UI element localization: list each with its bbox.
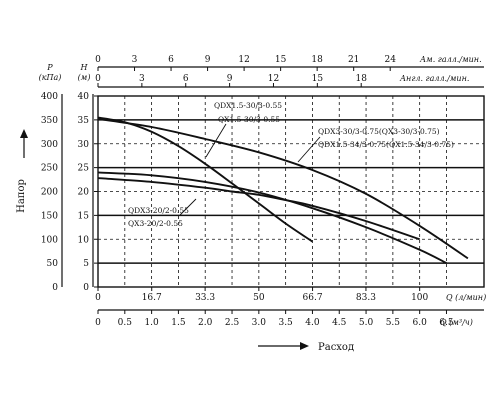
x-tick-usgal: 6 bbox=[168, 55, 174, 65]
x-tick-lmin: 66.7 bbox=[303, 293, 323, 303]
x-tick-m3h: 3.0 bbox=[252, 318, 267, 328]
labels: 0501001502002503003504000510152025303540… bbox=[16, 55, 486, 353]
y-unit-m-bottom: (м) bbox=[78, 73, 91, 82]
x-tick-usgal: 12 bbox=[238, 55, 249, 65]
x-tick-ukgal: 0 bbox=[95, 74, 101, 84]
y-tick-m: 25 bbox=[78, 164, 90, 174]
x-tick-ukgal: 6 bbox=[183, 74, 189, 84]
x-tick-ukgal: 18 bbox=[355, 74, 367, 84]
x-tick-ukgal: 12 bbox=[268, 74, 279, 84]
x-tick-m3h: 2.5 bbox=[225, 318, 240, 328]
series-line-2 bbox=[97, 171, 447, 264]
y-tick-m: 0 bbox=[83, 283, 89, 293]
x-tick-m3h: 1.0 bbox=[144, 318, 159, 328]
series-label-1a: QDX3-30/3-0.75(QX3-30/3-0.75) bbox=[318, 127, 440, 136]
x-tick-m3h: 0 bbox=[95, 318, 101, 328]
y-arrow-head bbox=[20, 129, 28, 138]
x-tick-usgal: 9 bbox=[205, 55, 211, 65]
x-tick-m3h: 4.5 bbox=[332, 318, 347, 328]
series-line-3 bbox=[97, 177, 421, 241]
y-tick-kpa: 300 bbox=[41, 140, 58, 150]
x-tick-m3h: 4.0 bbox=[305, 318, 320, 328]
y-tick-m: 30 bbox=[78, 140, 90, 150]
x-tick-lmin: 50 bbox=[253, 293, 265, 303]
series-leader-1 bbox=[297, 136, 321, 163]
x-axis-title: Расход bbox=[318, 342, 354, 353]
y-unit-kpa-top: P bbox=[46, 63, 53, 72]
series-label-2b: QX3-20/2-0.55 bbox=[128, 219, 183, 228]
y-tick-m: 20 bbox=[78, 188, 90, 198]
curves bbox=[97, 116, 469, 264]
x-unit-lmin: Q (л/мин) bbox=[446, 293, 486, 302]
x-tick-lmin: 33.3 bbox=[195, 293, 215, 303]
x-tick-lmin: 16.7 bbox=[142, 293, 162, 303]
x-tick-usgal: 24 bbox=[384, 55, 396, 65]
x-tick-ukgal: 15 bbox=[312, 74, 324, 84]
series-leader-0 bbox=[205, 123, 227, 158]
x-tick-ukgal: 9 bbox=[227, 74, 233, 84]
x-tick-usgal: 0 bbox=[95, 55, 101, 65]
series-leader-2 bbox=[179, 198, 197, 216]
grid bbox=[98, 96, 484, 287]
x-unit-ukgal: Англ. галл./мин. bbox=[399, 74, 469, 83]
series-label-0b: QX1.5-30/3-0.55 bbox=[218, 115, 280, 124]
x-tick-m3h: 6.0 bbox=[413, 318, 428, 328]
x-tick-m3h: 5.5 bbox=[386, 318, 401, 328]
x-tick-m3h: 3.5 bbox=[278, 318, 293, 328]
axes bbox=[20, 66, 485, 350]
y-tick-m: 35 bbox=[78, 116, 90, 126]
x-tick-usgal: 18 bbox=[311, 55, 323, 65]
series-label-0a: QDX1.5-30/3-0.55 bbox=[214, 101, 282, 110]
y-tick-kpa: 400 bbox=[41, 92, 58, 102]
x-tick-m3h: 6.5 bbox=[439, 318, 454, 328]
x-tick-m3h: 0.5 bbox=[118, 318, 133, 328]
y-tick-kpa: 100 bbox=[41, 235, 58, 245]
y-tick-m: 10 bbox=[78, 235, 90, 245]
x-tick-usgal: 21 bbox=[348, 55, 359, 65]
x-tick-lmin: 83.3 bbox=[356, 293, 376, 303]
x-tick-usgal: 15 bbox=[275, 55, 287, 65]
y-tick-kpa: 0 bbox=[52, 283, 58, 293]
x-tick-m3h: 2.0 bbox=[198, 318, 213, 328]
x-tick-lmin: 0 bbox=[95, 293, 101, 303]
y-tick-kpa: 250 bbox=[41, 164, 58, 174]
y-tick-kpa: 150 bbox=[41, 211, 58, 221]
series-label-2a: QDX3-20/2-0.55 bbox=[128, 206, 189, 215]
series-label-1b: QDX1.5-34/3-0.75(QX1.5-34/3-0.75) bbox=[318, 140, 454, 149]
x-unit-m3h: Q (м³/ч) bbox=[440, 318, 473, 327]
y-tick-kpa: 200 bbox=[41, 188, 58, 198]
y-axis-title: Напор bbox=[16, 179, 27, 213]
y-tick-kpa: 50 bbox=[47, 259, 59, 269]
y-unit-kpa-bottom: (кПа) bbox=[39, 73, 62, 82]
x-tick-usgal: 3 bbox=[132, 55, 138, 65]
y-tick-kpa: 350 bbox=[41, 116, 58, 126]
y-tick-m: 5 bbox=[83, 259, 89, 269]
x-tick-lmin: 100 bbox=[411, 293, 428, 303]
x-tick-m3h: 1.5 bbox=[171, 318, 186, 328]
series-line-1 bbox=[97, 117, 469, 260]
y-tick-m: 15 bbox=[78, 211, 90, 221]
x-tick-ukgal: 3 bbox=[139, 74, 145, 84]
x-unit-usgal: Ам. галл./мин. bbox=[419, 55, 482, 64]
y-unit-m-top: H bbox=[80, 63, 89, 72]
x-tick-m3h: 5.0 bbox=[359, 318, 374, 328]
y-tick-m: 40 bbox=[78, 92, 90, 102]
x-arrow-head bbox=[300, 342, 309, 350]
